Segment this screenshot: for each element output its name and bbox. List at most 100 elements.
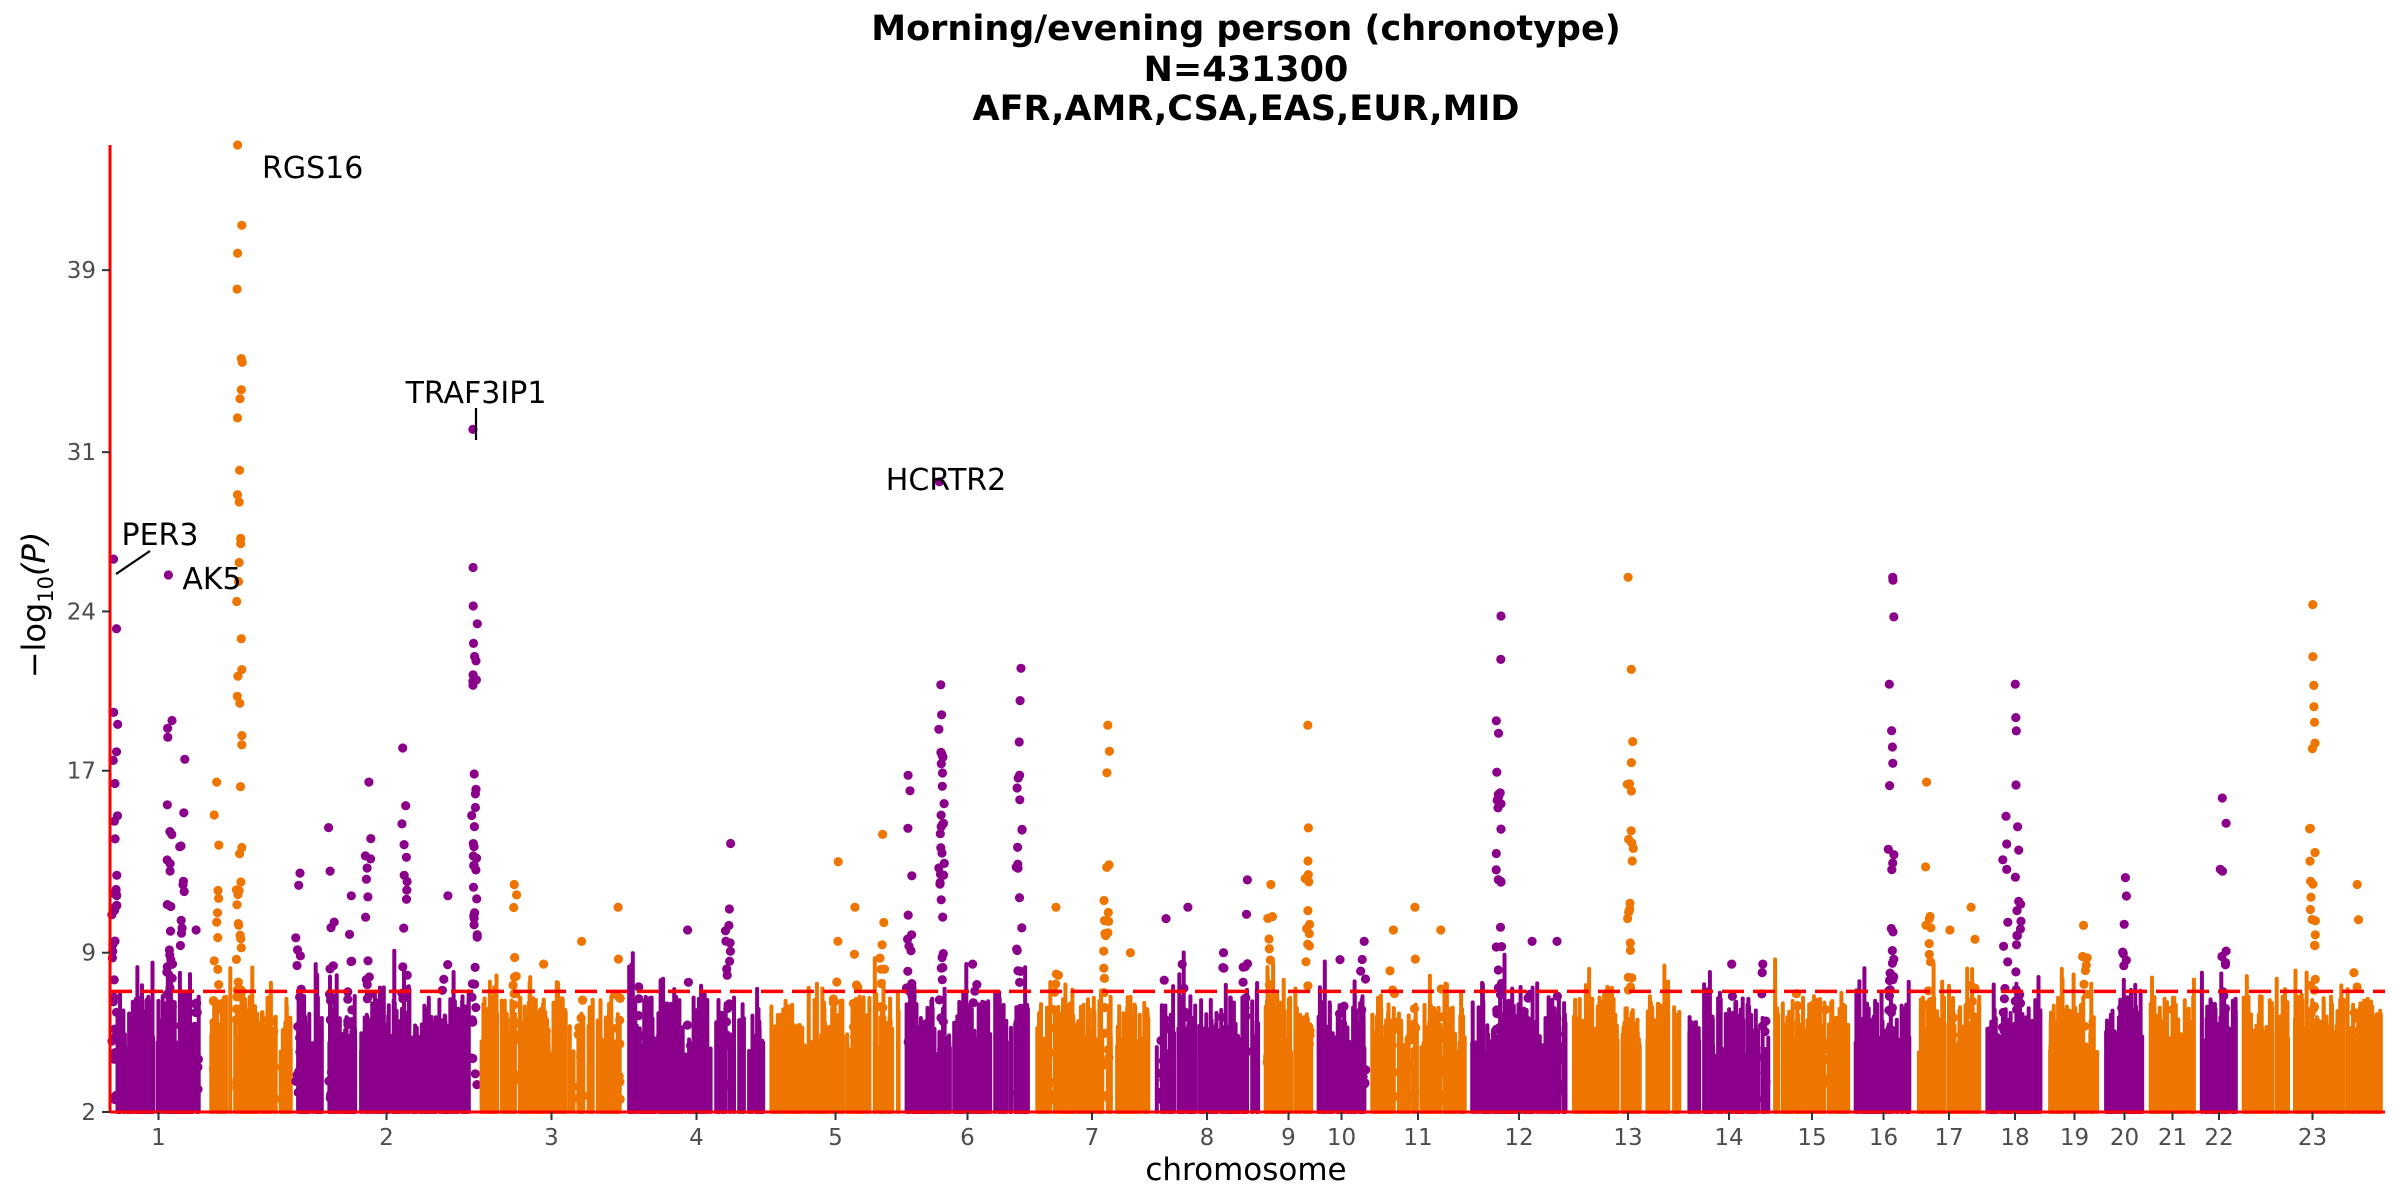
snp-point [937, 768, 948, 778]
snp-point [936, 759, 946, 769]
snp-point [2078, 1051, 2088, 1061]
snp-point [1098, 1057, 1108, 1067]
snp-point [1761, 1077, 1771, 1087]
snp-point [1823, 1055, 1833, 1065]
snp-point [939, 799, 949, 809]
snp-point [848, 1022, 859, 1032]
snp-point [2121, 997, 2131, 1007]
snp-point [2014, 1057, 2024, 1067]
snp-point [1015, 770, 1025, 780]
snp-point [1727, 991, 1737, 1001]
x-tick-label: 10 [1327, 1125, 1356, 1151]
snp-point [399, 870, 409, 880]
snp-point [167, 1001, 177, 1012]
chromosome-18-points [1985, 679, 2043, 1114]
snp-point [2354, 1025, 2364, 1035]
snp-point [325, 995, 336, 1006]
snp-point [576, 1051, 586, 1061]
snp-point [1887, 742, 1897, 752]
snp-point [468, 680, 478, 690]
snp-point [1355, 1054, 1365, 1064]
x-tick-label: 9 [1281, 1125, 1296, 1151]
x-tick-label: 22 [2204, 1125, 2233, 1151]
snp-point [1388, 1025, 1399, 1035]
snp-point [1886, 1068, 1896, 1078]
snp-point [724, 904, 735, 914]
snp-point [237, 665, 247, 675]
x-tick-label: 3 [544, 1125, 559, 1151]
snp-point [235, 930, 245, 940]
snp-point [270, 1062, 280, 1072]
snp-point [1437, 1056, 1447, 1066]
chromosome-3-points [479, 879, 625, 1114]
snp-point [1122, 1090, 1132, 1100]
x-tick-label: 18 [2000, 1125, 2029, 1151]
snp-point [1626, 758, 1636, 768]
snp-point [1160, 1014, 1170, 1024]
snp-point [877, 1044, 887, 1054]
snp-point [470, 1069, 480, 1079]
background-snps [209, 965, 293, 1114]
snp-point [179, 886, 189, 897]
snp-point [402, 970, 412, 980]
snp-point [1410, 902, 1420, 912]
snp-point [209, 810, 219, 820]
snp-point [2121, 1021, 2131, 1031]
snp-point [165, 950, 175, 960]
snp-point [399, 923, 409, 933]
snp-point [1048, 1004, 1058, 1015]
snp-point [509, 879, 519, 890]
snp-point [1887, 865, 1897, 875]
snp-point [1103, 720, 1113, 730]
snp-point [1240, 1003, 1250, 1013]
snp-point [111, 888, 121, 899]
chromosome-5-points [769, 829, 901, 1114]
snp-point [1159, 975, 1169, 985]
snp-point [2120, 873, 2130, 883]
snp-point [294, 880, 304, 890]
snp-point [269, 1026, 279, 1036]
x-tick-label: 8 [1200, 1125, 1215, 1151]
snp-point [236, 877, 246, 887]
snp-point [1491, 716, 1501, 726]
snp-point [233, 576, 244, 587]
snp-point [437, 1076, 447, 1087]
gene-label-leader-line [115, 550, 151, 575]
snp-point [110, 834, 120, 844]
snp-point [1410, 1087, 1420, 1098]
snp-point [166, 901, 176, 912]
snp-point [577, 936, 587, 947]
snp-point [633, 1066, 643, 1076]
snp-point [1627, 1092, 1637, 1102]
snp-point [469, 913, 479, 923]
snp-point [1925, 1018, 1935, 1028]
snp-point [2169, 1076, 2179, 1086]
snp-point [1156, 1036, 1166, 1046]
gene-label-traf3ip1: TRAF3IP1 [405, 376, 546, 440]
snp-point [2121, 1048, 2132, 1058]
snp-point [469, 769, 479, 779]
snp-point [234, 1009, 244, 1020]
snp-point [1218, 948, 1229, 958]
snp-point [1385, 1033, 1395, 1043]
snp-point [162, 855, 172, 865]
snp-point [613, 954, 624, 964]
snp-point [2082, 1077, 2092, 1087]
snp-point [324, 1076, 334, 1086]
snp-point [1053, 970, 1063, 980]
snp-point [2353, 915, 2364, 925]
snp-point [1623, 572, 1633, 582]
snp-point [1303, 939, 1313, 949]
snp-point [236, 539, 246, 549]
snp-point [1966, 1010, 1976, 1020]
snp-point [1557, 1085, 1567, 1096]
snp-point [907, 1037, 917, 1047]
snp-point [295, 992, 305, 1002]
snp-point [1494, 791, 1504, 801]
snp-point [1387, 1040, 1397, 1050]
snp-point [1014, 893, 1025, 903]
snp-point [296, 1083, 306, 1093]
snp-point [233, 140, 243, 150]
snp-point [2082, 1088, 2092, 1098]
snp-point [1051, 902, 1061, 912]
